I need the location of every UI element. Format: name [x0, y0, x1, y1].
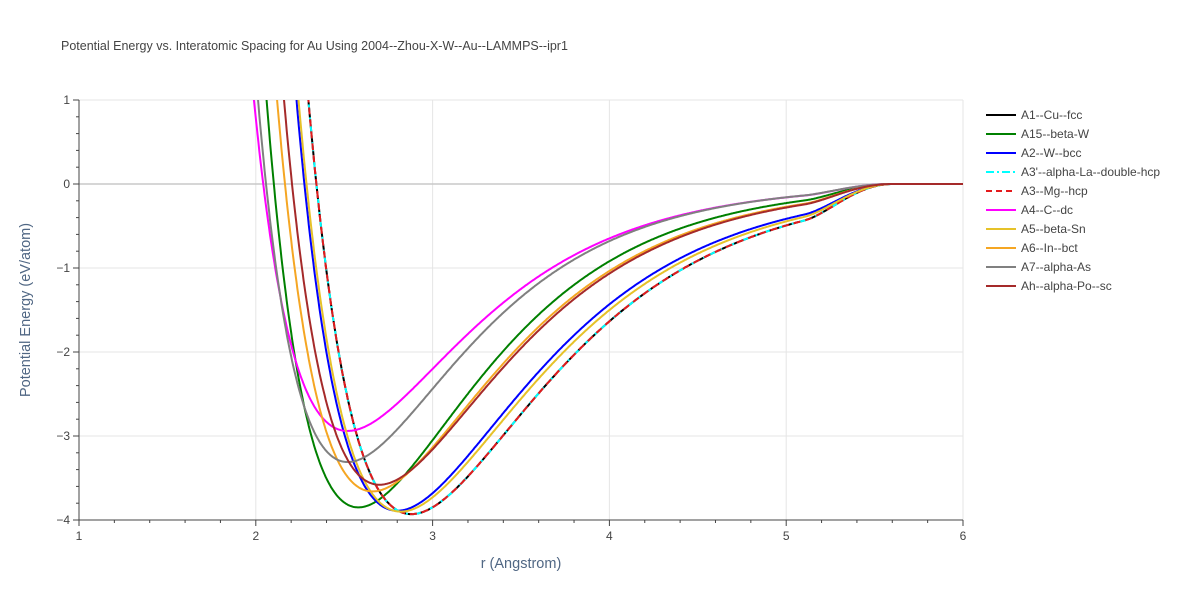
y-tick-label: 0 — [63, 177, 70, 191]
series-line-a7-alpha-as — [257, 100, 963, 463]
y-tick-label: 1 — [63, 93, 70, 107]
series-layer — [252, 100, 963, 516]
legend-label: A1--Cu--fcc — [1021, 108, 1082, 122]
legend-item[interactable]: A1--Cu--fcc — [986, 108, 1082, 122]
x-tick-label: 4 — [606, 529, 613, 543]
legend-label: A7--alpha-As — [1021, 260, 1091, 274]
legend: A1--Cu--fcc A15--beta-W A2--W--bcc A3'--alp… — [986, 108, 1160, 293]
series-line-a15-beta-w — [265, 100, 963, 509]
series-line-a2-w-bcc — [295, 100, 963, 512]
legend-label: Ah--alpha-Po--sc — [1021, 279, 1112, 293]
legend-item[interactable]: A2--W--bcc — [986, 146, 1081, 160]
y-axis-title: Potential Energy (eV/atom) — [18, 223, 34, 397]
legend-item[interactable]: Ah--alpha-Po--sc — [986, 279, 1112, 293]
legend-label: A15--beta-W — [1021, 127, 1090, 141]
x-tick-label: 3 — [429, 529, 436, 543]
legend-item[interactable]: A4--C--dc — [986, 203, 1073, 217]
x-tick-label: 5 — [783, 529, 790, 543]
axes: 1 2 3 4 5 6 1 0 −1 −2 −3 −4 — [56, 93, 966, 543]
x-tick-label: 1 — [76, 529, 83, 543]
x-tick-label: 2 — [252, 529, 259, 543]
legend-label: A3'--alpha-La--double-hcp — [1021, 165, 1160, 179]
legend-label: A5--beta-Sn — [1021, 222, 1086, 236]
legend-item[interactable]: A6--In--bct — [986, 241, 1078, 255]
x-tick-label: 6 — [960, 529, 967, 543]
legend-item[interactable]: A15--beta-W — [986, 127, 1090, 141]
legend-label: A6--In--bct — [1021, 241, 1078, 255]
legend-label: A4--C--dc — [1021, 203, 1073, 217]
grid-lines — [79, 99, 964, 520]
legend-item[interactable]: A3--Mg--hcp — [986, 184, 1088, 198]
x-axis-title: r (Angstrom) — [481, 556, 562, 572]
series-line-a3-alpha-la-double-hcp — [307, 100, 963, 516]
series-line-ah-alpha-po-sc — [283, 100, 963, 486]
legend-item[interactable]: A7--alpha-As — [986, 260, 1091, 274]
legend-label: A3--Mg--hcp — [1021, 184, 1088, 198]
legend-label: A2--W--bcc — [1021, 146, 1081, 160]
chart-title: Potential Energy vs. Interatomic Spacing… — [61, 39, 568, 53]
series-line-a5-beta-sn — [297, 100, 963, 513]
y-tick-label: −3 — [56, 429, 70, 443]
legend-item[interactable]: A3'--alpha-La--double-hcp — [986, 165, 1160, 179]
y-tick-label: −1 — [56, 261, 70, 275]
legend-item[interactable]: A5--beta-Sn — [986, 222, 1086, 236]
y-tick-label: −4 — [56, 513, 70, 527]
y-tick-label: −2 — [56, 345, 70, 359]
